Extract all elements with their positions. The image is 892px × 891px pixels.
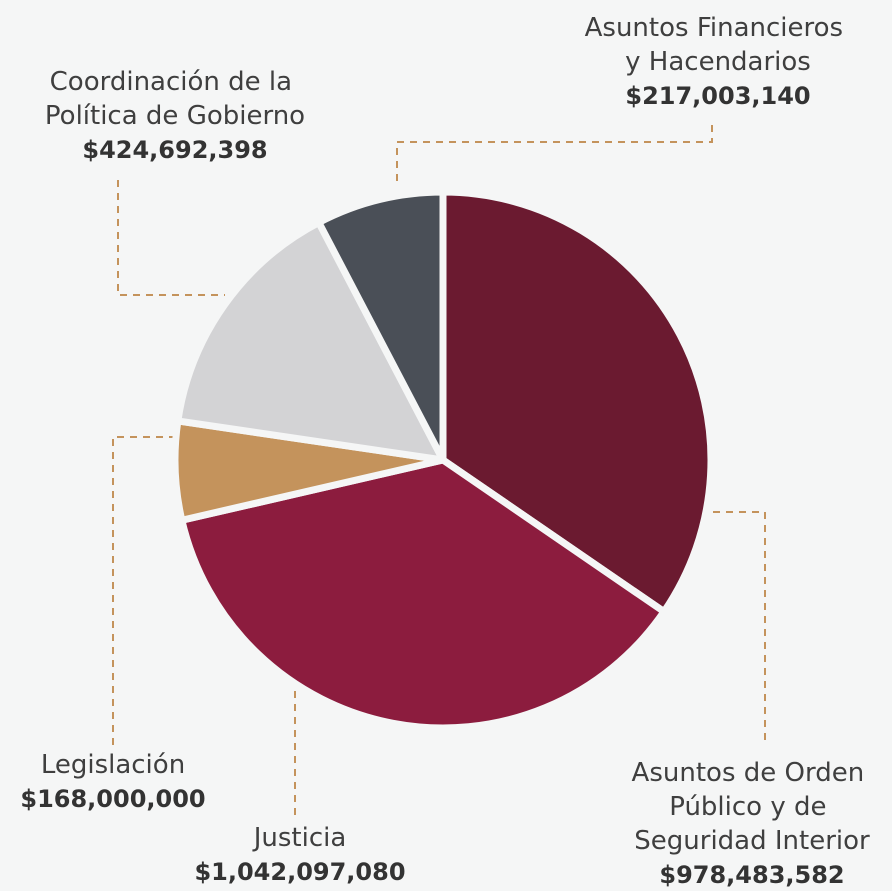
value-label: $168,000,000 [20, 785, 205, 813]
pie-slice [439, 188, 715, 616]
pie-slice [315, 188, 447, 464]
leader-line [112, 436, 175, 745]
leader-line [396, 125, 713, 185]
leader-line [705, 511, 766, 740]
value-label: $424,692,398 [82, 136, 267, 164]
category-label: Asuntos de Orden Público y de Seguridad … [632, 758, 873, 856]
value-label: $978,483,582 [659, 861, 844, 889]
category-label: Coordinación de la Política de Gobierno [45, 67, 305, 131]
category-label: Legislación [41, 750, 185, 780]
leader-line [117, 180, 225, 296]
value-label: $1,042,097,080 [194, 858, 405, 886]
pie-slice [174, 219, 447, 464]
value-label: $217,003,140 [625, 82, 810, 110]
pie-slice [178, 456, 668, 732]
leader-lines [112, 125, 766, 815]
category-label: Justicia [252, 823, 347, 853]
category-label: Asuntos Financieros y Hacendarios [585, 13, 852, 77]
